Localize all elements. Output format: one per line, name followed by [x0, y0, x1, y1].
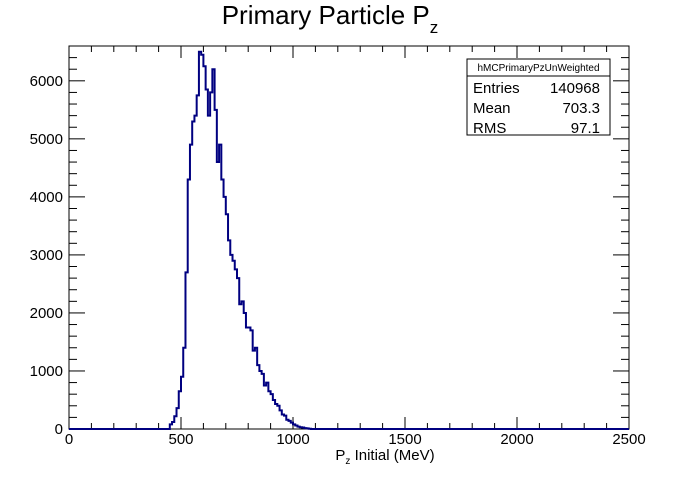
stats-box-frame	[466, 58, 611, 136]
y-tick-label: 1000	[30, 363, 63, 380]
histogram-line	[69, 50, 629, 430]
x-tick-label: 2500	[612, 431, 645, 448]
x-tick-label: 0	[65, 431, 73, 448]
y-tick-label: 5000	[30, 131, 63, 148]
stats-box: hMCPrimaryPzUnWeighted Entries 140968 Me…	[466, 58, 611, 137]
y-tick-labels: 0 1000 2000 3000 4000 5000 6000	[30, 73, 63, 438]
chart-title: Primary Particle Pz	[222, 0, 439, 37]
stats-value-rms: 97.1	[571, 120, 600, 137]
y-tick-label: 6000	[30, 73, 63, 90]
x-tick-label: 1500	[388, 431, 421, 448]
stats-value-entries: 140968	[550, 80, 600, 97]
y-tick-label: 0	[55, 421, 63, 438]
x-tick-label: 2000	[500, 431, 533, 448]
x-tick-label: 500	[168, 431, 193, 448]
x-tick-label: 1000	[276, 431, 309, 448]
stats-label-mean: Mean	[473, 100, 511, 117]
stats-value-mean: 703.3	[562, 100, 600, 117]
y-tick-label: 2000	[30, 305, 63, 322]
x-tick-labels: 0 500 1000 1500 2000 2500	[65, 431, 646, 448]
stats-name: hMCPrimaryPzUnWeighted	[477, 63, 599, 74]
y-tick-label: 4000	[30, 189, 63, 206]
stats-label-rms: RMS	[473, 120, 506, 137]
x-axis-label: Pz Initial (MeV)	[335, 447, 434, 467]
y-tick-label: 3000	[30, 247, 63, 264]
stats-label-entries: Entries	[473, 80, 520, 97]
